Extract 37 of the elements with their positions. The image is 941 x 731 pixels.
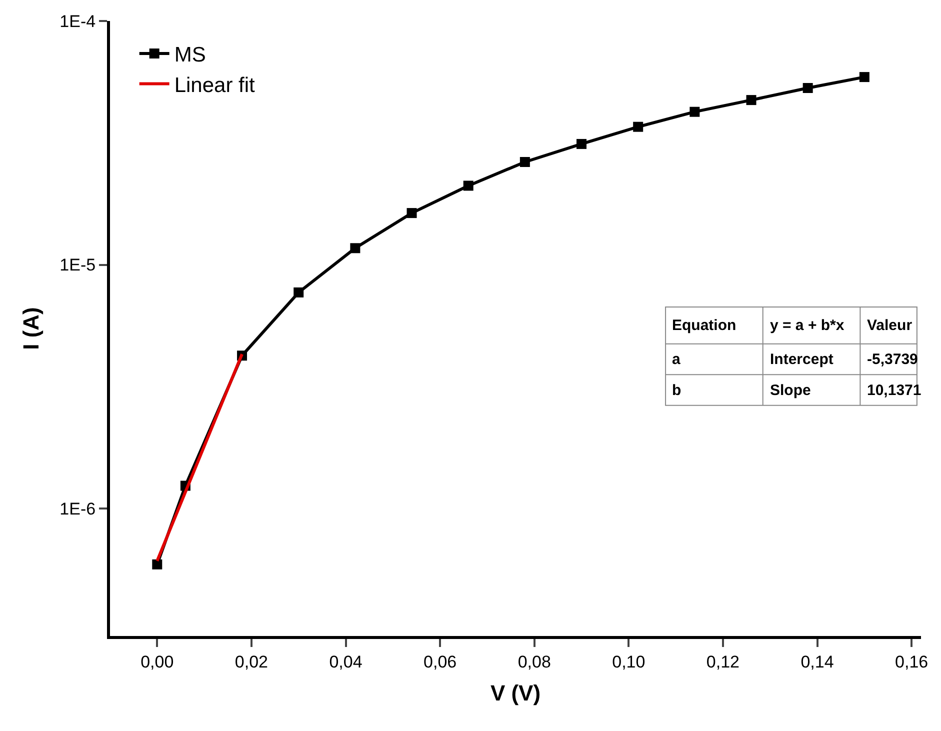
annotation: Valeur xyxy=(867,317,912,334)
point xyxy=(350,243,360,254)
point xyxy=(463,180,474,191)
legend-label: Linear fit xyxy=(174,74,256,97)
y-tick-label: 1E-6 xyxy=(60,499,96,518)
y-axis-title: I (A) xyxy=(18,307,44,350)
point xyxy=(633,122,644,132)
x-tick-label: 0,06 xyxy=(424,652,457,672)
point xyxy=(859,72,870,82)
x-axis-title: V (V) xyxy=(490,680,541,706)
annotation: Slope xyxy=(770,382,811,399)
point xyxy=(152,559,162,570)
point xyxy=(294,287,304,298)
x-tick-label: 0,04 xyxy=(329,652,362,672)
point xyxy=(520,157,530,167)
point xyxy=(690,106,700,117)
annotation: a xyxy=(672,351,681,368)
annotation: Equation xyxy=(672,317,736,334)
x-tick-label: 0,12 xyxy=(706,652,740,672)
x-tick-label: 0,00 xyxy=(140,652,174,672)
legend-label: MS xyxy=(174,44,206,67)
y-tick-label: 1E-5 xyxy=(60,256,96,275)
annotation: b xyxy=(672,382,682,399)
x-tick-label: 0,14 xyxy=(800,652,834,672)
y-tick-label: 1E-4 xyxy=(60,12,96,31)
x-tick-label: 0,16 xyxy=(895,652,928,672)
x-tick-label: 0,02 xyxy=(234,652,268,672)
annotation: y = a + b*x xyxy=(770,317,845,334)
point xyxy=(576,138,587,149)
x-tick-label: 0,08 xyxy=(518,652,551,672)
point xyxy=(406,208,417,218)
annotation: -5,3739 xyxy=(867,351,918,368)
x-tick-label: 0,10 xyxy=(612,652,646,672)
point xyxy=(802,83,813,94)
annotation: Intercept xyxy=(770,351,834,368)
point xyxy=(746,95,756,106)
annotation: 10,1371 xyxy=(867,382,922,399)
